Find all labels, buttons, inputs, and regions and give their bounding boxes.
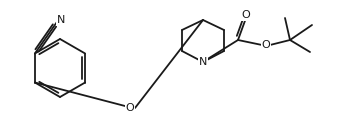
Text: O: O — [262, 40, 270, 50]
Text: O: O — [126, 103, 135, 113]
Text: N: N — [57, 15, 65, 25]
Text: N: N — [199, 57, 207, 67]
Text: O: O — [242, 10, 250, 20]
